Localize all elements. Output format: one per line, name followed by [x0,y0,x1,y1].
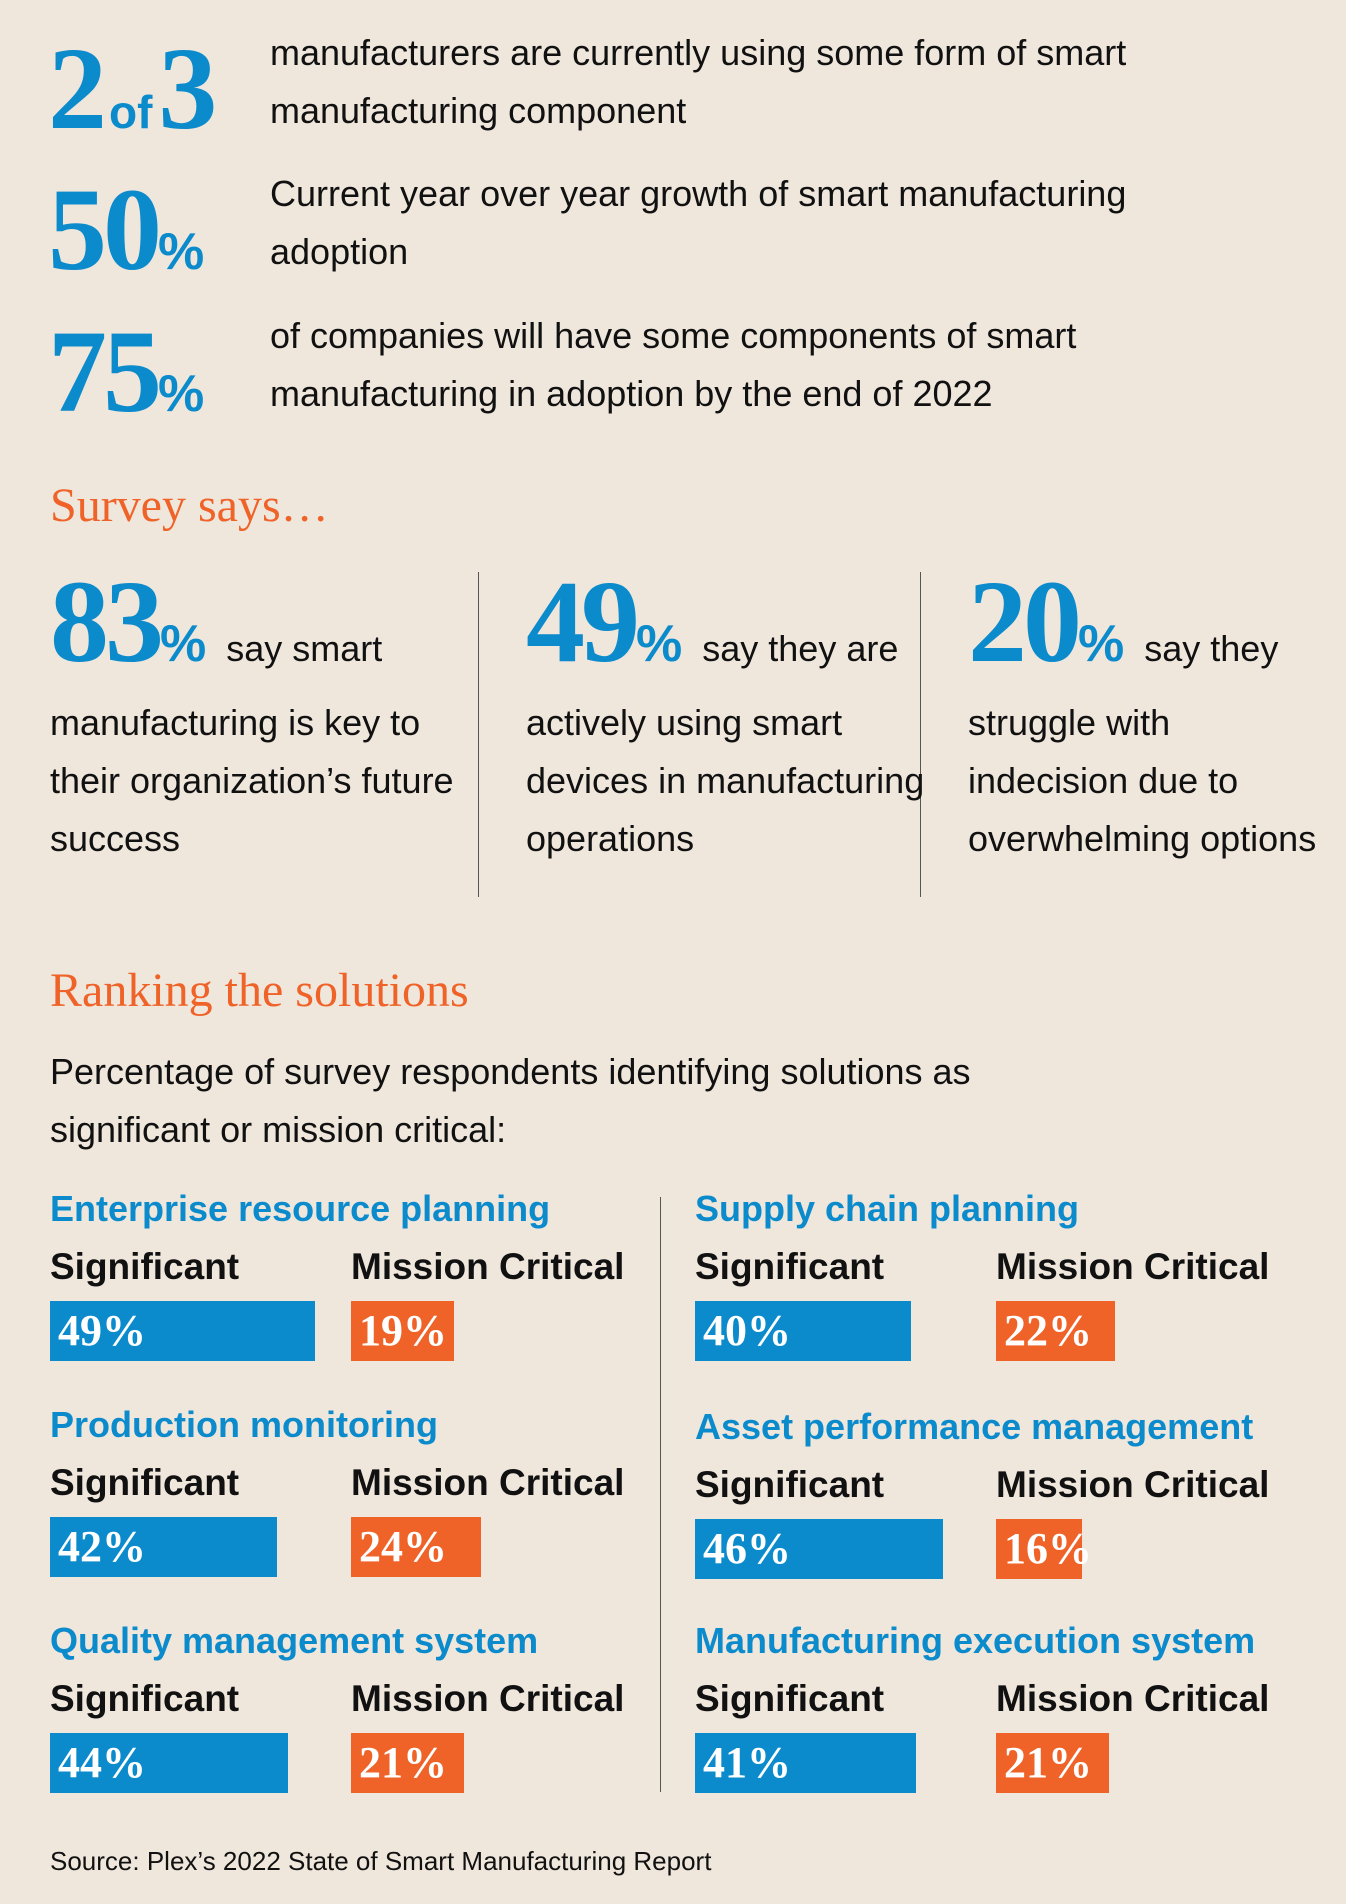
divider [478,572,479,897]
column-label: Significant [695,1678,885,1719]
bar-label: 22% [1004,1306,1092,1355]
unit: % [158,223,205,281]
panel-title: Enterprise resource planning [50,1188,551,1229]
bar [695,1301,911,1361]
bar-label: 44% [58,1738,146,1787]
column-label: Mission Critical [351,1678,625,1719]
section-title: Survey says… [50,479,329,532]
bar [351,1301,454,1361]
column-label: Significant [50,1462,240,1503]
subtitle: Percentage of survey respondents identif… [50,1051,971,1150]
stat-number: 2 of3 [48,30,217,148]
survey-text: say smart manufacturing is key to their … [50,628,454,859]
column-label: Significant [695,1464,885,1505]
bar-label: 49% [58,1306,146,1355]
panel-title: Supply chain planning [695,1188,1080,1229]
bar [996,1519,1083,1579]
survey-item: 83% say smart manufacturing is key to the… [50,563,460,868]
unit: % [636,615,683,673]
number: 83 [50,556,164,687]
bar-label: 21% [359,1738,447,1787]
stat-number: 50% [48,171,204,289]
column-label: Mission Critical [996,1246,1270,1287]
number: 3 [158,23,217,154]
bar [996,1301,1115,1361]
number: 20 [968,556,1082,687]
bar-label: 46% [703,1524,791,1573]
bar-label: 42% [58,1522,146,1571]
column-label: Mission Critical [351,1462,625,1503]
connector: of [109,86,153,138]
column-label: Significant [695,1246,885,1287]
bar [351,1733,465,1793]
unit: % [158,365,205,423]
unit: % [160,615,207,673]
bar [50,1733,288,1793]
stat-text: of companies will have some components o… [270,315,1077,414]
stat-text: Current year over year growth of smart m… [270,173,1127,272]
bar [351,1517,481,1577]
source: Source: Plex’s 2022 State of Smart Manuf… [50,1846,712,1876]
column-label: Significant [50,1678,240,1719]
unit: % [1078,615,1125,673]
panel-title: Asset performance management [695,1406,1254,1447]
stat-number: 20% [968,556,1124,687]
stat-number: 49% [526,556,682,687]
column-label: Mission Critical [351,1246,625,1287]
number: 50 [48,164,162,295]
panel-title: Manufacturing execution system [695,1620,1256,1661]
bar [695,1733,917,1793]
number: 2 [48,23,107,154]
stat-number: 83% [50,556,206,687]
bar [996,1733,1110,1793]
bar-label: 21% [1004,1738,1092,1787]
stat-number: 75% [48,313,204,431]
bar-label: 40% [703,1306,791,1355]
divider [920,572,921,897]
stat-text: manufacturers are currently using some f… [270,32,1127,131]
number: 49 [526,556,640,687]
bar [50,1301,315,1361]
bar [50,1517,277,1577]
panel-title: Quality management system [50,1620,539,1661]
section-title: Ranking the solutions [50,964,469,1017]
divider [660,1197,661,1792]
bar-label: 24% [359,1522,447,1571]
bar-label: 16% [1004,1524,1092,1573]
survey-text: say they struggle with indecision due to… [968,628,1317,859]
bar [695,1519,944,1579]
survey-text: say they are actively using smart device… [526,628,925,859]
survey-item: 49% say they are actively using smart dev… [526,563,926,868]
bar-label: 41% [703,1738,791,1787]
column-label: Mission Critical [996,1464,1270,1505]
bar-label: 19% [359,1306,447,1355]
panel-title: Production monitoring [50,1404,438,1445]
column-label: Significant [50,1246,240,1287]
number: 75 [48,306,162,437]
column-label: Mission Critical [996,1678,1270,1719]
survey-item: 20% say they struggle with indecision due… [968,563,1318,868]
